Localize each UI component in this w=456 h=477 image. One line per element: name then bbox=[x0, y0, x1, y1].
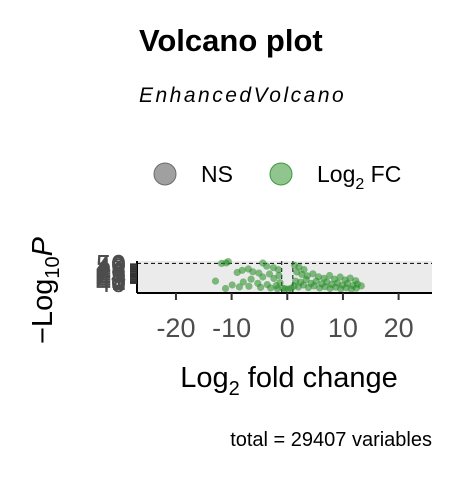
y-axis-title-var: P bbox=[27, 236, 59, 256]
data-point bbox=[245, 282, 253, 290]
y-tick-label: 43 bbox=[96, 262, 126, 292]
y-tick-label: 47 bbox=[96, 255, 126, 285]
y-tick-label: 49 bbox=[96, 251, 126, 281]
data-point bbox=[259, 273, 267, 281]
data-point bbox=[279, 284, 287, 292]
legend-label-log2fc-rest: FC bbox=[364, 161, 401, 187]
data-point bbox=[302, 276, 310, 284]
points-layer bbox=[211, 258, 365, 293]
data-point bbox=[310, 282, 318, 290]
data-point bbox=[211, 277, 220, 285]
y-tick-label: 44 bbox=[96, 261, 126, 291]
data-point bbox=[346, 274, 354, 282]
y-tick-label: 41 bbox=[96, 266, 126, 296]
data-point bbox=[239, 278, 247, 286]
x-tick-label: 20 bbox=[384, 313, 414, 343]
x-axis-title-sub: 2 bbox=[229, 378, 240, 400]
y-axis-title-prefix: −Log bbox=[27, 279, 59, 344]
x-axis-ticks: -20 -10 0 10 20 bbox=[156, 293, 414, 343]
y-tick-label: 42 bbox=[96, 264, 126, 294]
data-point bbox=[233, 268, 241, 277]
x-axis-title: Log2 fold change bbox=[180, 362, 398, 400]
data-point bbox=[263, 262, 271, 270]
data-point bbox=[275, 271, 283, 280]
legend-label-log2fc-main: Log bbox=[317, 161, 355, 187]
data-point bbox=[273, 285, 281, 293]
data-point bbox=[274, 266, 282, 274]
data-point bbox=[309, 270, 317, 278]
data-point bbox=[235, 283, 243, 291]
legend: NS Log2 FC bbox=[153, 161, 401, 193]
y-tick-label: 50 bbox=[96, 249, 126, 279]
data-point bbox=[221, 284, 230, 293]
data-point bbox=[337, 285, 345, 293]
data-point bbox=[249, 268, 257, 276]
chart-title: Volcano plot bbox=[139, 23, 323, 58]
x-tick-label: 10 bbox=[328, 313, 358, 343]
data-point bbox=[218, 259, 226, 267]
x-axis-title-main: Log bbox=[180, 362, 228, 394]
data-point bbox=[265, 270, 274, 278]
data-point bbox=[352, 284, 360, 292]
data-point bbox=[267, 284, 275, 292]
y-axis-title: −Log10P bbox=[27, 236, 64, 344]
x-tick-label: -10 bbox=[212, 313, 251, 343]
chart-subtitle: EnhancedVolcano bbox=[139, 84, 346, 107]
legend-label-log2fc: Log2 FC bbox=[317, 161, 401, 193]
legend-key-log2fc bbox=[269, 162, 293, 186]
data-point bbox=[326, 271, 334, 280]
data-point bbox=[276, 279, 284, 287]
x-tick-label: -20 bbox=[156, 313, 195, 343]
data-point bbox=[257, 283, 265, 291]
y-tick-label: 40 bbox=[96, 268, 126, 298]
x-axis-title-rest: fold change bbox=[240, 362, 398, 394]
chart-caption: total = 29407 variables bbox=[230, 429, 432, 451]
legend-label-log2fc-sub: 2 bbox=[355, 176, 364, 193]
legend-key-ns bbox=[153, 162, 177, 186]
data-point bbox=[247, 275, 255, 283]
data-point bbox=[287, 284, 295, 292]
x-tick-label: 0 bbox=[280, 313, 295, 343]
data-point bbox=[304, 284, 312, 292]
y-tick-label: 45 bbox=[96, 259, 126, 289]
legend-label-ns: NS bbox=[201, 161, 233, 187]
data-point bbox=[228, 281, 236, 289]
data-point bbox=[326, 284, 334, 293]
data-point bbox=[298, 270, 306, 278]
y-axis-title-sub: 10 bbox=[42, 256, 64, 278]
y-tick-label: 48 bbox=[96, 253, 126, 283]
data-point bbox=[316, 284, 324, 292]
y-tick-label: 46 bbox=[96, 257, 126, 287]
